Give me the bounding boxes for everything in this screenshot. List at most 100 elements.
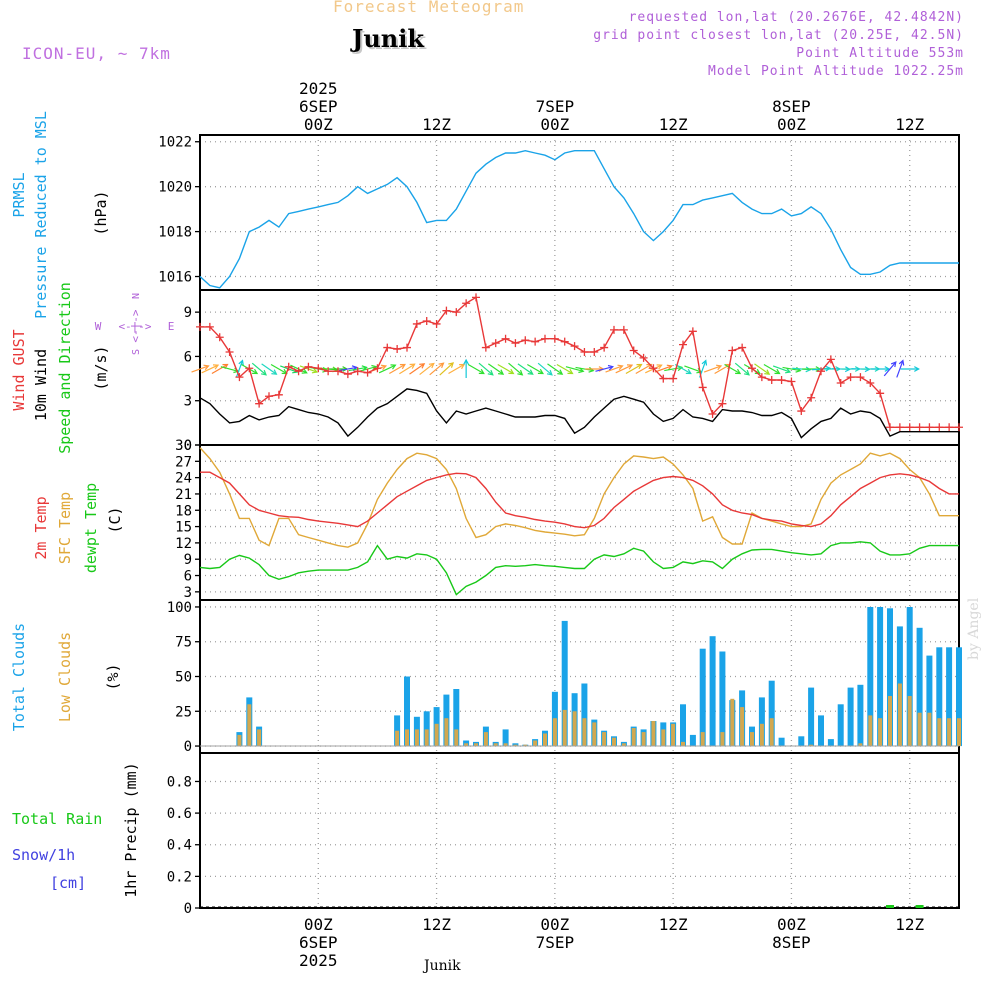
label-pressure-unit: (hPa)	[92, 190, 110, 235]
gust-point	[580, 348, 589, 356]
time-label-top: 00Z	[540, 115, 569, 134]
ytick-label-pressure: 1020	[158, 180, 192, 196]
low-cloud-bar	[809, 744, 814, 747]
gust-point	[925, 423, 934, 432]
gust-point	[688, 327, 697, 336]
rain-bar	[915, 905, 924, 908]
gust-point	[501, 334, 510, 343]
wind-vector	[467, 363, 485, 375]
wind-vector	[654, 364, 673, 373]
time-label-bottom: 6SEP	[299, 933, 338, 952]
time-label-top: 6SEP	[299, 97, 338, 116]
ytick-label-wind: 3	[184, 394, 192, 410]
gust-point	[491, 339, 500, 348]
low-cloud-bar	[858, 743, 863, 747]
low-cloud-bar	[513, 744, 518, 747]
gust-point	[679, 340, 687, 349]
wind-vector	[772, 365, 792, 374]
gust-point	[304, 362, 313, 371]
wind-vector	[497, 363, 515, 375]
total-cloud-bar	[423, 711, 430, 747]
gust-point	[215, 333, 224, 342]
ytick-label-precip: 0.8	[167, 774, 192, 790]
gust-point	[412, 319, 421, 328]
gust-point	[462, 299, 471, 308]
total-cloud-bar	[877, 607, 884, 747]
ytick-label-precip: 0.2	[167, 869, 192, 885]
gust-point	[403, 343, 411, 352]
low-cloud-bar	[907, 696, 912, 747]
gust-point	[511, 339, 520, 348]
total-cloud-bar	[404, 676, 410, 746]
gust-point	[836, 379, 845, 387]
wind-vector	[463, 358, 470, 378]
gust-point	[777, 376, 786, 385]
total-cloud-bar	[906, 607, 913, 747]
compass-arrows: <-|->	[118, 320, 151, 333]
wind-vector	[547, 363, 564, 375]
gust-point	[610, 325, 618, 334]
label-snow-unit: [cm]	[50, 874, 86, 892]
gust-point	[669, 374, 678, 383]
label-wind-speed-dir: Speed and Direction	[56, 282, 74, 454]
grid-point-coords: grid point closest lon,lat (20.25E, 42.5…	[593, 28, 964, 43]
gust-point	[590, 348, 599, 356]
label-wind-unit: (m/s)	[92, 345, 110, 390]
wind-vector	[439, 362, 455, 376]
gust-point	[767, 376, 776, 385]
gust-point	[570, 342, 579, 351]
gust-point	[817, 367, 825, 376]
low-cloud-bar	[237, 734, 242, 746]
series-sfc-temp	[199, 447, 959, 548]
label-sfc-temp: SFC Temp	[56, 492, 74, 564]
wind-vector	[261, 363, 278, 375]
gust-point	[205, 322, 214, 331]
panel-pressure: 1016 1018 1020 1022	[158, 134, 960, 291]
label-temp-unit: (C)	[106, 506, 124, 533]
wind-vector	[724, 363, 742, 375]
wind-vector	[605, 364, 624, 373]
requested-coords: requested lon,lat (20.2676E, 42.4842N)	[628, 10, 964, 25]
gust-point	[432, 319, 441, 328]
ytick-label-wind: 6	[184, 349, 192, 365]
low-cloud-bar	[493, 743, 498, 747]
low-cloud-bar	[700, 732, 705, 746]
compass-n: N	[131, 293, 142, 299]
wind-vector	[201, 364, 220, 374]
panel-precip: 0 0.2 0.4 0.6 0.8	[167, 752, 960, 917]
label-total-clouds: Total Clouds	[10, 623, 28, 731]
gust-point	[442, 306, 451, 315]
ytick-label-temp: 21	[175, 487, 192, 503]
gust-point	[294, 367, 303, 376]
watermark: by Angel	[966, 597, 982, 660]
gust-point	[393, 345, 402, 354]
wind-vector	[871, 366, 891, 372]
gust-point	[265, 392, 273, 401]
wind-vector	[556, 363, 574, 375]
low-cloud-bar	[424, 729, 429, 747]
label-precip-unit: 1hr Precip (mm)	[122, 762, 140, 897]
ytick-label-clouds: 100	[167, 600, 192, 616]
time-label-top: 12Z	[659, 115, 688, 134]
gust-point	[945, 423, 954, 432]
wind-vector	[448, 363, 466, 375]
low-cloud-bar	[621, 743, 626, 747]
wind-vector	[419, 362, 435, 376]
gust-point	[748, 364, 756, 373]
low-cloud-bar	[444, 718, 449, 746]
time-label-top: 2025	[299, 79, 338, 98]
gust-point	[383, 343, 392, 352]
series-2m-temp	[200, 471, 959, 529]
total-cloud-bar	[926, 655, 933, 746]
low-cloud-bar	[917, 712, 922, 747]
time-label-bottom: 00Z	[304, 915, 333, 934]
total-cloud-bar	[689, 734, 696, 746]
ytick-label-temp: 6	[184, 569, 192, 585]
time-label-bottom: 12Z	[659, 915, 688, 934]
total-cloud-bar	[916, 627, 923, 746]
wind-vector	[703, 364, 723, 373]
low-cloud-bar	[957, 718, 961, 746]
low-cloud-bar	[641, 732, 646, 746]
ytick-label-temp: 3	[184, 585, 192, 601]
gust-point	[560, 337, 569, 346]
